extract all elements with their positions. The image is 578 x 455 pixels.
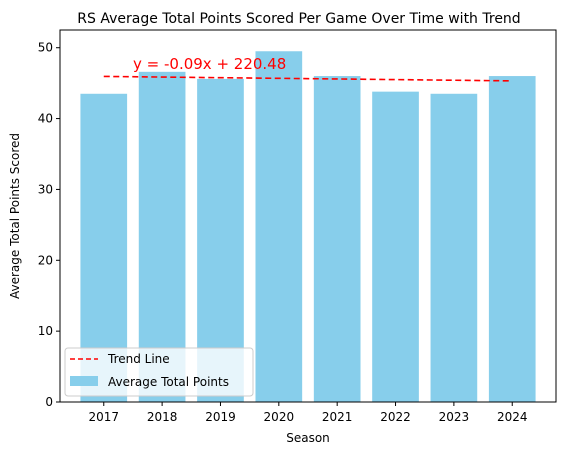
bar-2022 — [372, 91, 419, 402]
bar-2024 — [488, 76, 536, 403]
legend-box — [64, 347, 254, 397]
y-tick-label: 0 — [45, 395, 53, 409]
plot-frame — [59, 29, 557, 403]
y-tick-label: 40 — [38, 112, 53, 126]
y-axis: 0 10 20 30 40 50 — [38, 41, 60, 409]
bars-group — [80, 51, 536, 403]
x-axis-label: Season — [286, 431, 330, 445]
x-axis: 2017 2018 2019 2020 2021 2022 2023 2024 — [88, 402, 528, 424]
x-tick-label-2018: 2018 — [147, 410, 178, 424]
bar-2020 — [255, 51, 303, 402]
bar-2021 — [313, 76, 361, 403]
x-tick-label-2019: 2019 — [205, 410, 236, 424]
x-tick-label-2022: 2022 — [380, 410, 411, 424]
bar-2018 — [138, 71, 186, 402]
x-tick-label-2017: 2017 — [88, 410, 119, 424]
trend-group — [103, 75, 513, 82]
x-tick-label-2023: 2023 — [439, 410, 470, 424]
x-tick-label-2020: 2020 — [264, 410, 295, 424]
bar-2023 — [430, 93, 478, 403]
legend-bar-swatch — [70, 376, 98, 386]
y-axis-label: Average Total Points Scored — [8, 133, 22, 299]
legend: Trend Line Average Total Points — [64, 347, 254, 397]
trend-line — [103, 75, 513, 82]
legend-trend-label: Trend Line — [107, 352, 170, 366]
trend-equation: y = -0.09x + 220.48 — [133, 55, 286, 73]
x-tick-label-2024: 2024 — [497, 410, 528, 424]
y-tick-label: 50 — [38, 41, 53, 55]
y-tick-label: 30 — [38, 182, 53, 196]
chart-title: RS Average Total Points Scored Per Game … — [77, 11, 520, 27]
y-tick-label: 20 — [38, 253, 53, 267]
y-tick-label: 10 — [38, 324, 53, 338]
x-tick-label-2021: 2021 — [322, 410, 353, 424]
legend-bar-label: Average Total Points — [108, 375, 229, 389]
